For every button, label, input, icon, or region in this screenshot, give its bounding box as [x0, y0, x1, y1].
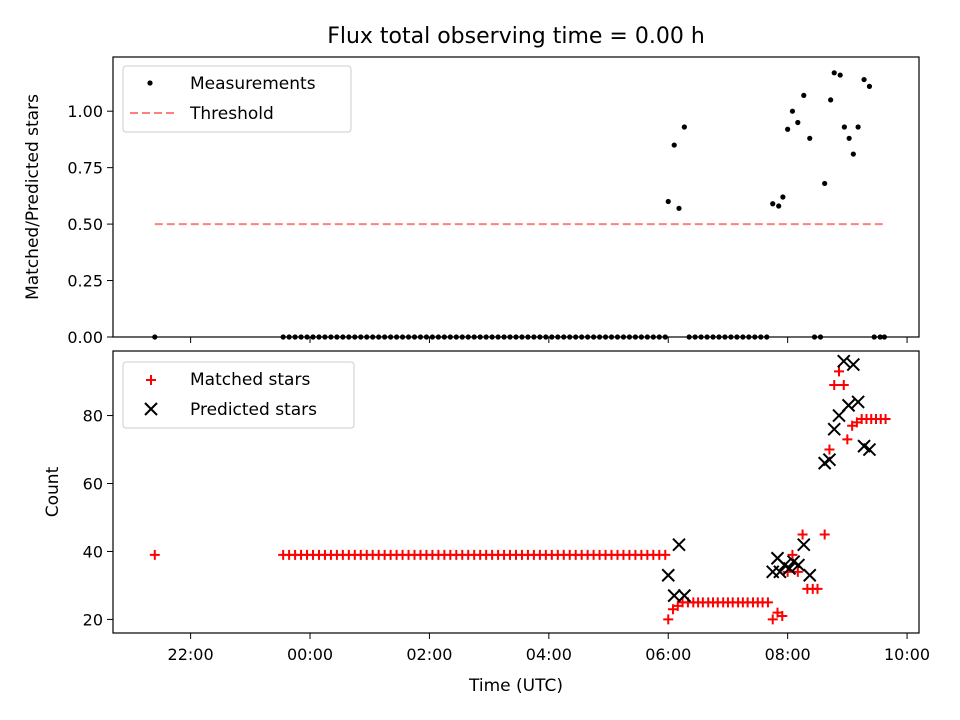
measurement-point	[831, 70, 837, 76]
legend-measurements-label: Measurements	[190, 74, 316, 94]
legend-measurements-marker	[147, 80, 153, 86]
y-tick-label: 0.00	[67, 328, 103, 347]
ratio-panel: 0.00 0.25 0.50 0.75 1.00 Matched/Predicted s…	[23, 56, 920, 347]
ratio-legend-box	[122, 65, 352, 133]
matched-star-point	[838, 379, 849, 390]
y-tick-label: 80	[83, 407, 103, 426]
matched-star-point	[797, 529, 808, 540]
matched-star-point	[833, 366, 844, 377]
y-tick-label: 0.75	[67, 159, 103, 178]
y-tick-label: 0.50	[67, 215, 103, 234]
measurement-point	[795, 119, 801, 126]
measurement-point	[837, 72, 843, 78]
predicted-star-point	[827, 422, 841, 436]
ratio-x-ticks	[190, 337, 908, 343]
x-tick-label: 00:00	[287, 645, 333, 664]
predicted-star-point	[661, 568, 675, 582]
predicted-star-point	[851, 395, 865, 409]
count-legend-box	[122, 361, 355, 429]
matched-star-point	[812, 583, 823, 594]
chart-title: Flux total observing time = 0.00 h	[327, 24, 705, 49]
predicted-star-point	[846, 357, 861, 372]
matched-star-point	[824, 444, 835, 455]
matched-star-point	[660, 549, 671, 560]
matched-star-point	[842, 434, 853, 445]
matched-star-point	[819, 529, 830, 540]
matched-star-point	[880, 413, 891, 424]
matched-star-point	[149, 549, 160, 560]
measurement-point	[789, 108, 796, 114]
measurement-point	[770, 201, 776, 207]
predicted-star-point	[862, 442, 877, 457]
count-x-ticks: 22:00 00:00 02:00 04:00 06:00 08:00 10:00	[168, 633, 930, 664]
measurement-point	[681, 124, 687, 130]
y-tick-label: 1.00	[67, 102, 103, 121]
matched-star-point	[663, 614, 674, 625]
legend-matched-label: Matched stars	[190, 370, 310, 390]
x-tick-label: 22:00	[168, 645, 214, 664]
predicted-star-point	[791, 558, 806, 572]
predicted-star-point	[822, 453, 837, 467]
predicted-star-point	[782, 561, 797, 576]
measurement-point	[850, 151, 856, 157]
predicted-star-point	[672, 537, 686, 552]
x-axis-label: Time (UTC)	[468, 676, 563, 696]
x-tick-label: 02:00	[406, 645, 452, 664]
predicted-star-point	[677, 588, 692, 603]
matched-star-point	[767, 614, 778, 625]
legend-matched-marker	[146, 375, 156, 385]
x-tick-label: 06:00	[645, 645, 691, 664]
measurement-point	[676, 205, 682, 211]
measurement-point	[665, 198, 671, 205]
measurement-point	[671, 142, 677, 148]
measurement-point	[801, 92, 807, 98]
measurement-point	[828, 97, 834, 103]
measurement-point	[855, 124, 861, 130]
count-y-ticks: 20 40 60 80	[83, 407, 113, 629]
y-tick-label: 60	[83, 475, 103, 494]
ratio-y-ticks: 0.00 0.25 0.50 0.75 1.00	[67, 102, 113, 347]
measurement-point	[846, 135, 852, 141]
y-tick-label: 40	[83, 542, 103, 561]
measurement-point	[861, 76, 867, 83]
x-tick-label: 10:00	[884, 645, 930, 664]
measurement-point	[776, 203, 782, 209]
measurement-point	[807, 135, 813, 141]
predicted-star-point	[841, 398, 856, 413]
ratio-y-axis-label: Matched/Predicted stars	[23, 94, 43, 300]
predicted-star-point	[797, 537, 811, 552]
measurement-point	[785, 126, 791, 132]
ratio-legend: Measurements Threshold	[122, 65, 352, 133]
matched-star-point	[829, 379, 840, 390]
legend-threshold-label: Threshold	[189, 104, 274, 124]
measurement-point	[841, 124, 847, 130]
y-tick-label: 0.25	[67, 272, 103, 291]
matched-star-point	[792, 566, 803, 577]
count-panel: 20 40 60 80 22:00 00:00 02:00 04:00 06:00 08:00 1…	[43, 350, 930, 696]
count-legend: Matched stars Predicted stars	[122, 361, 355, 429]
measurement-point	[866, 83, 873, 89]
legend-predicted-marker	[144, 402, 158, 416]
x-tick-label: 04:00	[526, 645, 572, 664]
y-tick-label: 20	[83, 610, 103, 629]
count-y-axis-label: Count	[43, 466, 63, 517]
predicted-star-point	[803, 568, 817, 582]
predicted-star-point	[773, 565, 787, 579]
ratio-plot-area	[152, 70, 887, 340]
matched-star-point	[777, 611, 788, 622]
matched-star-point	[787, 549, 798, 560]
predicted-star-point	[667, 588, 681, 603]
predicted-star-point	[837, 354, 851, 368]
count-panel-frame	[112, 350, 920, 634]
legend-predicted-label: Predicted stars	[190, 400, 317, 420]
ratio-panel-frame	[112, 56, 920, 338]
measurement-point	[822, 180, 828, 187]
measurement-point	[780, 194, 786, 200]
x-tick-label: 08:00	[765, 645, 811, 664]
count-plot-area	[149, 354, 891, 625]
matched-star-point	[762, 597, 773, 608]
